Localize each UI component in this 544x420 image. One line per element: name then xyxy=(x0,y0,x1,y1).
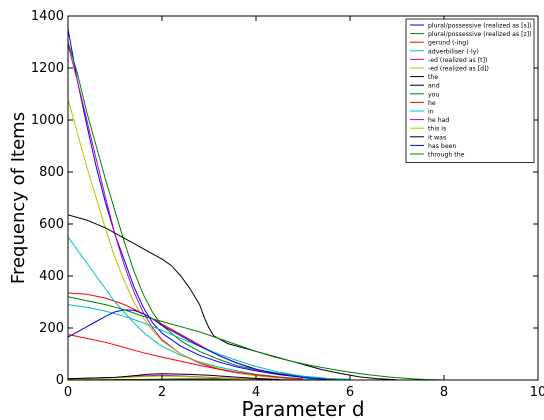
y-tick-label: 0 xyxy=(56,373,64,388)
ticks-layer: 0 2 4 6 8 10 0 200 400 600 800 1000 1200 1400 xyxy=(31,9,544,400)
y-tick-label: 600 xyxy=(39,217,64,232)
legend-label: in xyxy=(428,109,434,116)
legend-label: adverbiliser (-ly) xyxy=(428,48,479,55)
legend-label: has been xyxy=(428,143,456,150)
x-tick-label: 4 xyxy=(252,385,260,400)
x-tick-label: 2 xyxy=(158,385,166,400)
series-line-3 xyxy=(68,236,327,380)
series-line-13 xyxy=(68,373,280,380)
legend: plural/possessive (realized as [s])plura… xyxy=(405,18,535,164)
legend-label: gerund (-ing) xyxy=(428,40,469,47)
series-line-5 xyxy=(68,99,304,380)
series-line-9 xyxy=(68,334,304,380)
y-tick-label: 1200 xyxy=(31,61,64,76)
series-line-15 xyxy=(68,296,445,380)
series-line-14 xyxy=(68,309,327,380)
series-line-0 xyxy=(68,28,351,380)
series-line-6 xyxy=(68,214,398,380)
legend-label: plural/possessive (realized as [z]) xyxy=(428,31,532,38)
y-tick-label: 200 xyxy=(39,321,64,336)
x-tick-label: 0 xyxy=(64,385,72,400)
legend-label: and xyxy=(428,83,440,90)
legend-label: plural/possessive (realized as [s]) xyxy=(428,23,532,30)
y-tick-label: 1000 xyxy=(31,113,64,128)
x-axis-label: Parameter d xyxy=(241,397,364,420)
series-line-12 xyxy=(68,375,257,380)
x-tick-label: 8 xyxy=(440,385,448,400)
legend-label: the xyxy=(428,74,438,81)
y-axis-label: Frequency of Items xyxy=(8,112,29,284)
legend-label: it was xyxy=(428,134,446,141)
legend-label: through the xyxy=(428,152,465,159)
y-tick-label: 800 xyxy=(39,165,64,180)
series-layer xyxy=(68,28,445,380)
legend-label: this is xyxy=(428,126,446,133)
series-line-1 xyxy=(68,41,351,380)
x-tick-label: 6 xyxy=(346,385,354,400)
legend-box xyxy=(405,18,535,164)
legend-label: he xyxy=(428,100,436,107)
legend-label: -ed (realized as [t]) xyxy=(428,57,487,64)
legend-label: -ed (realized as [d]) xyxy=(428,66,489,73)
legend-label: you xyxy=(428,91,439,98)
x-tick-label: 10 xyxy=(530,385,544,400)
y-tick-label: 1400 xyxy=(31,9,64,24)
series-line-10 xyxy=(68,304,351,380)
legend-label: he had xyxy=(428,117,449,124)
series-line-4 xyxy=(68,44,304,380)
plot-frame xyxy=(67,15,539,381)
y-tick-label: 400 xyxy=(39,269,64,284)
